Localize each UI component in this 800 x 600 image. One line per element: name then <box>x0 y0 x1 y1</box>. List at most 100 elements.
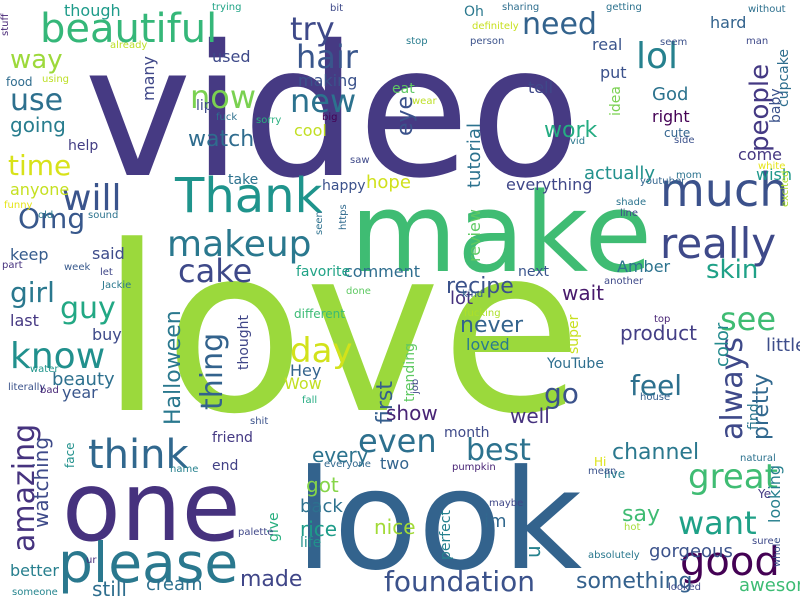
word-cream: cream <box>146 574 203 595</box>
word-fall: fall <box>302 395 317 406</box>
word-loved: loved <box>466 335 510 354</box>
word-side: side <box>674 135 695 146</box>
word-whole: whole <box>772 537 783 567</box>
word-line: line <box>620 208 638 219</box>
word-actually: actually <box>584 163 655 184</box>
word-want: want <box>678 504 757 542</box>
word-try: try <box>290 10 335 48</box>
word-oh: Oh <box>464 4 484 20</box>
word-nice: nice <box>374 515 416 539</box>
word-better: better <box>10 561 59 580</box>
word-part: part <box>2 260 23 271</box>
word-vid: vid <box>570 136 585 147</box>
word-back: back <box>300 496 343 517</box>
word-kind: kind <box>462 289 483 300</box>
word-seen: seen <box>314 211 325 235</box>
word-girl: girl <box>10 276 55 309</box>
word-always: always <box>715 337 750 440</box>
word-beauty: beauty <box>52 369 115 390</box>
word-pumpkin: pumpkin <box>452 462 496 473</box>
word-something: something <box>576 569 692 594</box>
word-real: real <box>592 35 622 54</box>
word-foundation: foundation <box>384 565 535 598</box>
word-shade: shade <box>616 197 646 208</box>
word-cake: cake <box>178 252 252 290</box>
word-fuck: fuck <box>216 112 237 123</box>
word-stuff: stuff <box>0 13 11 36</box>
word-though: though <box>64 1 121 20</box>
word-product: product <box>620 321 697 345</box>
word-great: great <box>688 457 778 497</box>
word-amber: Amber <box>617 257 671 276</box>
word-lip: lip <box>196 98 213 114</box>
word-next: next <box>518 264 550 280</box>
word-stop: stop <box>406 36 428 47</box>
word-pretty: pretty <box>749 374 774 440</box>
word-u: u <box>521 545 545 558</box>
word-take: take <box>228 172 258 188</box>
word-hey: Hey <box>290 361 321 380</box>
word-tutorial: tutorial <box>464 123 485 188</box>
word-never: never <box>460 313 524 338</box>
word-different: different <box>294 307 345 321</box>
word-everyone: everyone <box>324 459 371 470</box>
word-youtuber: youtuber <box>640 176 686 187</box>
word-give: give <box>266 512 282 542</box>
word-big: big <box>322 112 337 123</box>
word-awesome: awesome <box>739 575 800 596</box>
word-let: let <box>100 267 113 278</box>
word-gorgeous: gorgeous <box>649 541 733 562</box>
word-one: one <box>62 451 241 563</box>
word-ur: ur <box>86 555 97 566</box>
word-please: please <box>58 531 238 595</box>
word-new: new <box>290 82 356 120</box>
word-name: name <box>170 464 198 475</box>
word-thank: Thank <box>174 168 323 224</box>
word-person: person <box>470 36 504 47</box>
word-used: used <box>212 47 250 66</box>
word-without: without <box>748 4 786 15</box>
word-already: already <box>110 40 147 51</box>
word-year: year <box>62 383 98 402</box>
word-getting: getting <box>606 2 642 13</box>
word-funny: funny <box>4 200 33 211</box>
word-love: love <box>100 198 582 465</box>
word-guy: guy <box>60 291 116 326</box>
word-omg: Omg <box>18 202 85 235</box>
word-much: much <box>660 163 788 217</box>
word-make: make <box>350 169 652 297</box>
word-sound: sound <box>88 210 118 221</box>
word-keep: keep <box>10 245 49 264</box>
word-video: video <box>84 6 581 218</box>
word-wish: wish <box>756 165 792 184</box>
word-someone: someone <box>12 587 58 598</box>
word-bit: bit <box>330 3 343 14</box>
word-friend: friend <box>212 430 253 446</box>
word-halloween: Halloween <box>161 310 186 425</box>
word-watching: watching <box>29 437 53 528</box>
word-show: show <box>386 401 438 425</box>
word-jackie: Jackie <box>101 280 131 291</box>
word-go: go <box>544 377 579 410</box>
word-thing: thing <box>195 333 230 410</box>
word-house: house <box>640 392 670 403</box>
word-idea: idea <box>608 86 624 116</box>
word-youtube: YouTube <box>546 356 604 372</box>
word-cupcake: cupcake <box>776 49 792 107</box>
word-find: find <box>746 403 762 430</box>
word-definitely: definitely <box>472 21 519 32</box>
word-come: come <box>738 145 782 164</box>
word-put: put <box>600 63 627 82</box>
word-best: best <box>466 433 531 468</box>
word-cool: cool <box>294 121 327 140</box>
word-well: well <box>510 404 550 428</box>
word-feel: feel <box>630 369 682 402</box>
word-wait: wait <box>562 281 604 305</box>
word-hope: hope <box>366 172 411 193</box>
word-wear: wear <box>412 96 437 107</box>
word-fucking: fucking <box>464 308 501 319</box>
word-mom: mom <box>676 170 702 181</box>
word-little: little <box>766 335 800 356</box>
word-tell: tell <box>528 78 553 97</box>
word-hair: hair <box>296 38 359 76</box>
